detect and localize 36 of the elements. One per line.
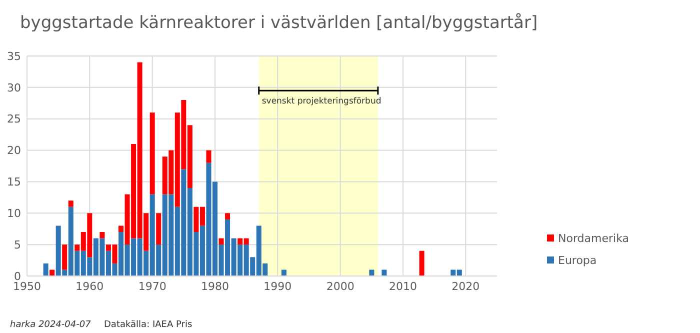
bar — [68, 200, 74, 207]
bar — [281, 270, 286, 276]
x-tick-label: 1980 — [201, 280, 229, 293]
legend-label: Europa — [558, 254, 597, 267]
bar — [218, 238, 224, 245]
y-tick-label: 20 — [7, 144, 21, 158]
bar — [50, 270, 55, 276]
x-tick-label: 1990 — [264, 280, 292, 293]
bar — [150, 112, 155, 194]
bar — [156, 213, 162, 245]
chart-title: byggstartade kärnreaktorer i västvärlden [antal/byggstartår] — [20, 13, 538, 33]
y-tick-label: 35 — [7, 50, 21, 63]
y-tick-label: 15 — [7, 176, 21, 189]
bar — [382, 270, 387, 276]
bar — [100, 232, 105, 238]
x-tick-label: 1960 — [76, 280, 104, 293]
x-tick-label: 1950 — [13, 280, 41, 293]
text: harka 2024-04-07 — [10, 320, 92, 330]
band-label: svenskt projekteringsförbud — [262, 96, 382, 107]
y-tick-label: 10 — [7, 206, 21, 220]
bar — [225, 213, 230, 220]
x-tick-label: 2000 — [326, 280, 354, 293]
bar — [419, 250, 424, 276]
y-tick-label: 5 — [14, 238, 21, 252]
y-tick-label: 25 — [7, 112, 21, 126]
legend-label: Nordamerika — [558, 232, 629, 245]
y-tick-label: 30 — [7, 81, 21, 94]
bar — [43, 263, 48, 276]
bar — [206, 150, 212, 163]
y-tick-label: 0 — [14, 270, 21, 283]
bar — [62, 244, 68, 270]
x-tick-label: 1970 — [138, 280, 166, 293]
text: Datakälla: IAEA Pris — [104, 320, 192, 330]
bar — [369, 270, 374, 276]
x-tick-label: 2020 — [452, 280, 480, 293]
x-tick-label: 2010 — [389, 280, 417, 293]
